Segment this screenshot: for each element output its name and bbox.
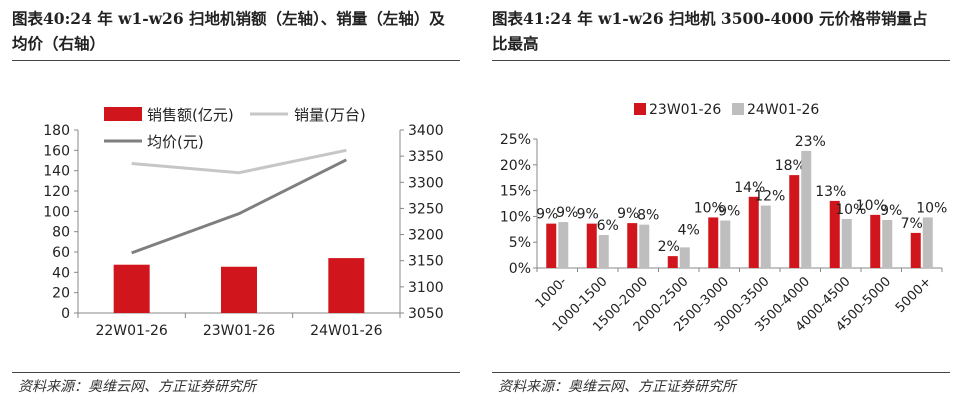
y-tick-label: 10% [500,209,531,225]
bar-24w01-26 [679,247,690,268]
right-chart-svg: 0%5%10%15%20%25%1000-1000-15001500-20002… [500,102,947,335]
data-label-24w01-26: 23% [795,134,826,150]
left-title-divider [12,60,460,61]
data-label-23w01-26: 10% [856,198,887,214]
data-label-23w01-26: 9% [617,206,639,222]
data-label-24w01-26: 8% [637,208,659,224]
left-y-tick-label: 20 [52,286,70,302]
bar-23w01-26 [748,196,759,268]
bar-23w01-26 [586,223,597,268]
bar-23w01-26 [910,232,921,268]
left-chart-panel: 图表40:24 年 w1-w26 扫地机销额（左轴）、销量（左轴）及均价（右轴）… [0,0,470,402]
right-source-divider [492,372,950,373]
right-y-tick-label: 3150 [408,254,444,270]
left-y-tick-label: 100 [43,204,70,220]
left-chart-svg: 0 20 40 60 80 100 120 140 160 180 3050 3100 3150 3200… [43,106,444,339]
legend-23w01-26-swatch [634,103,646,115]
data-label-23w01-26: 10% [694,200,725,216]
right-y-tick-label: 3400 [408,123,444,139]
y-tick-label: 0% [509,261,531,277]
legend-price-label: 均价(元) [147,133,204,151]
right-source-note: 资料来源：奥维云网、方正证券研究所 [498,379,736,395]
x-category-label: 1000- [533,274,571,312]
bar-24w01-26 [801,150,812,268]
right-chart-title: 图表41:24 年 w1-w26 扫地机 3500-4000 元价格带销量占比最… [492,9,928,53]
left-y-tick-label: 40 [52,265,70,281]
bar-23w01-26 [546,223,557,268]
data-label-23w01-26: 14% [734,180,765,196]
right-title-divider [492,60,950,61]
bar-24w01-26 [841,218,852,268]
bar-24w01-26 [558,222,569,268]
bar-24w01-26 [760,205,771,268]
right-y-tick-label: 3100 [408,280,444,296]
y-tick-label: 20% [500,158,531,174]
data-label-24w01-26: 12% [754,189,785,205]
legend-volume-label: 销量(万台) [294,106,366,124]
data-label-24w01-26: 9% [718,204,740,220]
bar-24w01-26 [882,220,893,268]
legend-24w01-26-label: 24W01-26 [747,102,819,118]
bar-23w01-26 [829,200,840,268]
left-y-tick-label: 160 [43,143,70,159]
x-category-label: 23W01-26 [203,323,275,339]
bar-24w01-26 [639,224,650,268]
right-y-tick-label: 3300 [408,175,444,191]
right-y-tick-label: 3050 [408,306,444,322]
y-tick-label: 15% [500,184,531,200]
sales-bar [221,266,257,313]
data-label-24w01-26: 6% [597,218,619,234]
left-y-tick-label: 140 [43,164,70,180]
data-label-23w01-26: 9% [536,207,558,223]
bar-23w01-26 [667,256,678,268]
bar-23w01-26 [627,223,638,268]
bar-23w01-26 [708,217,719,268]
right-y-tick-label: 3350 [408,149,444,165]
left-source-divider [12,372,460,373]
legend-23w01-26-label: 23W01-26 [649,102,721,118]
data-label-23w01-26: 18% [775,158,806,174]
left-y-tick-label: 0 [61,306,70,322]
sales-bar [113,264,150,313]
bar-23w01-26 [870,214,881,268]
left-y-tick-label: 120 [43,184,70,200]
x-category-label: 24W01-26 [310,323,382,339]
data-label-24w01-26: 9% [556,205,578,221]
left-y-tick-label: 60 [52,245,70,261]
right-y-tick-label: 3250 [408,201,444,217]
bar-24w01-26 [922,217,933,268]
left-source-note: 资料来源：奥维云网、方正证券研究所 [18,379,256,395]
right-chart-panel: 图表41:24 年 w1-w26 扫地机 3500-4000 元价格带销量占比最… [480,0,960,402]
data-label-23w01-26: 13% [815,184,846,200]
x-category-label: 5000+ [893,274,935,316]
data-label-23w01-26: 9% [577,207,599,223]
left-y-tick-label: 80 [52,225,70,241]
data-label-24w01-26: 4% [678,222,700,238]
y-tick-label: 25% [500,132,531,148]
data-label-24w01-26: 9% [880,203,902,219]
volume-line [131,148,347,175]
bar-23w01-26 [789,175,800,268]
data-label-23w01-26: 2% [658,239,680,255]
sales-bar [328,258,365,313]
data-label-23w01-26: 7% [901,216,923,232]
data-label-24w01-26: 10% [916,200,947,216]
legend-sales-swatch [104,107,142,121]
data-label-24w01-26: 10% [835,202,866,218]
bar-24w01-26 [598,234,609,268]
y-tick-label: 5% [509,235,531,251]
legend-sales-label: 销售额(亿元) [147,106,234,124]
left-y-tick-label: 180 [43,123,70,139]
left-chart-title: 图表40:24 年 w1-w26 扫地机销额（左轴）、销量（左轴）及均价（右轴） [12,9,445,53]
bar-24w01-26 [720,220,731,268]
x-category-label: 22W01-26 [95,323,167,339]
legend-24w01-26-swatch [732,103,744,115]
right-y-tick-label: 3200 [408,228,444,244]
